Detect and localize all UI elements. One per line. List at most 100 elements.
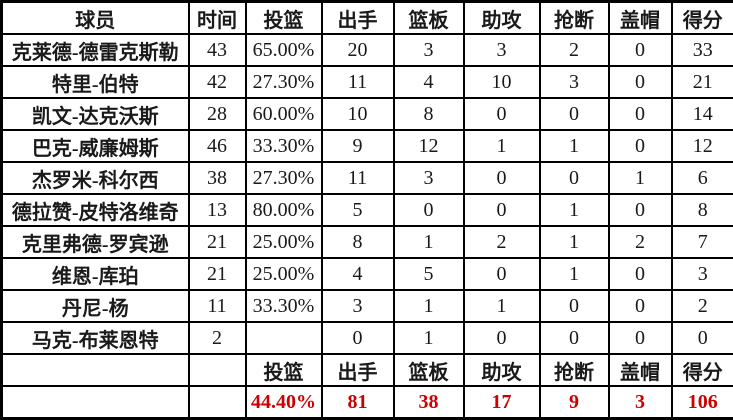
totals-rebounds-value: 38 bbox=[394, 386, 464, 419]
steals-cell: 0 bbox=[540, 162, 609, 194]
player-name-cell: 巴克-威廉姆斯 bbox=[2, 130, 189, 162]
blocks-cell: 0 bbox=[609, 98, 672, 130]
rebounds-cell: 0 bbox=[394, 194, 464, 226]
totals-fg-pct-value: 44.40% bbox=[246, 386, 322, 419]
player-name-cell: 凯文-达克沃斯 bbox=[2, 98, 189, 130]
rebounds-cell: 8 bbox=[394, 98, 464, 130]
fg-pct-cell: 65.00% bbox=[246, 34, 322, 66]
totals-label-blocks: 盖帽 bbox=[609, 354, 672, 386]
assists-cell: 10 bbox=[464, 66, 540, 98]
totals-assists-value: 17 bbox=[464, 386, 540, 419]
rebounds-cell: 3 bbox=[394, 34, 464, 66]
rebounds-cell: 3 bbox=[394, 162, 464, 194]
blocks-cell: 0 bbox=[609, 194, 672, 226]
player-name-cell: 克莱德-德雷克斯勒 bbox=[2, 34, 189, 66]
points-cell: 21 bbox=[672, 66, 733, 98]
player-name-cell: 德拉赞-皮特洛维奇 bbox=[2, 194, 189, 226]
minutes-cell: 46 bbox=[189, 130, 246, 162]
attempts-cell: 20 bbox=[322, 34, 394, 66]
steals-cell: 2 bbox=[540, 34, 609, 66]
rebounds-cell: 1 bbox=[394, 290, 464, 322]
blocks-cell: 0 bbox=[609, 290, 672, 322]
assists-cell: 3 bbox=[464, 34, 540, 66]
blocks-cell: 0 bbox=[609, 258, 672, 290]
header-row: 球员 时间 投篮 出手 篮板 助攻 抢断 盖帽 得分 bbox=[2, 2, 733, 35]
totals-steals-value: 9 bbox=[540, 386, 609, 419]
player-name-cell: 杰罗米-科尔西 bbox=[2, 162, 189, 194]
assists-cell: 1 bbox=[464, 130, 540, 162]
assists-cell: 0 bbox=[464, 162, 540, 194]
col-header-blocks: 盖帽 bbox=[609, 2, 672, 35]
attempts-cell: 5 bbox=[322, 194, 394, 226]
steals-cell: 1 bbox=[540, 130, 609, 162]
col-header-attempts: 出手 bbox=[322, 2, 394, 35]
points-cell: 3 bbox=[672, 258, 733, 290]
fg-pct-cell: 60.00% bbox=[246, 98, 322, 130]
blocks-cell: 0 bbox=[609, 130, 672, 162]
attempts-cell: 10 bbox=[322, 98, 394, 130]
minutes-cell: 38 bbox=[189, 162, 246, 194]
player-name-cell: 丹尼-杨 bbox=[2, 290, 189, 322]
rebounds-cell: 12 bbox=[394, 130, 464, 162]
empty-cell bbox=[189, 386, 246, 419]
totals-label-points: 得分 bbox=[672, 354, 733, 386]
attempts-cell: 3 bbox=[322, 290, 394, 322]
attempts-cell: 8 bbox=[322, 226, 394, 258]
minutes-cell: 2 bbox=[189, 322, 246, 354]
col-header-steals: 抢断 bbox=[540, 2, 609, 35]
points-cell: 14 bbox=[672, 98, 733, 130]
rebounds-cell: 1 bbox=[394, 226, 464, 258]
minutes-cell: 13 bbox=[189, 194, 246, 226]
totals-label-steals: 抢断 bbox=[540, 354, 609, 386]
fg-pct-cell: 27.30% bbox=[246, 162, 322, 194]
minutes-cell: 28 bbox=[189, 98, 246, 130]
assists-cell: 0 bbox=[464, 194, 540, 226]
fg-pct-cell: 25.00% bbox=[246, 258, 322, 290]
fg-pct-cell: 33.30% bbox=[246, 130, 322, 162]
points-cell: 33 bbox=[672, 34, 733, 66]
steals-cell: 0 bbox=[540, 98, 609, 130]
totals-attempts-value: 81 bbox=[322, 386, 394, 419]
points-cell: 7 bbox=[672, 226, 733, 258]
totals-blocks-value: 3 bbox=[609, 386, 672, 419]
col-header-minutes: 时间 bbox=[189, 2, 246, 35]
rebounds-cell: 5 bbox=[394, 258, 464, 290]
attempts-cell: 11 bbox=[322, 66, 394, 98]
rebounds-cell: 1 bbox=[394, 322, 464, 354]
player-name-cell: 维恩-库珀 bbox=[2, 258, 189, 290]
assists-cell: 0 bbox=[464, 98, 540, 130]
blocks-cell: 0 bbox=[609, 34, 672, 66]
col-header-rebounds: 篮板 bbox=[394, 2, 464, 35]
col-header-assists: 助攻 bbox=[464, 2, 540, 35]
totals-header-row: 投篮 出手 篮板 助攻 抢断 盖帽 得分 bbox=[2, 354, 733, 386]
steals-cell: 3 bbox=[540, 66, 609, 98]
blocks-cell: 2 bbox=[609, 226, 672, 258]
points-cell: 6 bbox=[672, 162, 733, 194]
player-name-cell: 特里-伯特 bbox=[2, 66, 189, 98]
rebounds-cell: 4 bbox=[394, 66, 464, 98]
empty-cell bbox=[2, 386, 189, 419]
player-name-cell: 马克-布莱恩特 bbox=[2, 322, 189, 354]
attempts-cell: 0 bbox=[322, 322, 394, 354]
fg-pct-cell bbox=[246, 322, 322, 354]
steals-cell: 0 bbox=[540, 290, 609, 322]
col-header-points: 得分 bbox=[672, 2, 733, 35]
assists-cell: 0 bbox=[464, 258, 540, 290]
points-cell: 2 bbox=[672, 290, 733, 322]
fg-pct-cell: 27.30% bbox=[246, 66, 322, 98]
minutes-cell: 43 bbox=[189, 34, 246, 66]
col-header-player: 球员 bbox=[2, 2, 189, 35]
points-cell: 12 bbox=[672, 130, 733, 162]
blocks-cell: 1 bbox=[609, 162, 672, 194]
empty-cell bbox=[2, 354, 189, 386]
blocks-cell: 0 bbox=[609, 322, 672, 354]
totals-label-rebounds: 篮板 bbox=[394, 354, 464, 386]
steals-cell: 0 bbox=[540, 322, 609, 354]
